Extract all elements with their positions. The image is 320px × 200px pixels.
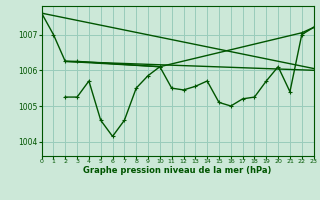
X-axis label: Graphe pression niveau de la mer (hPa): Graphe pression niveau de la mer (hPa) [84,166,272,175]
